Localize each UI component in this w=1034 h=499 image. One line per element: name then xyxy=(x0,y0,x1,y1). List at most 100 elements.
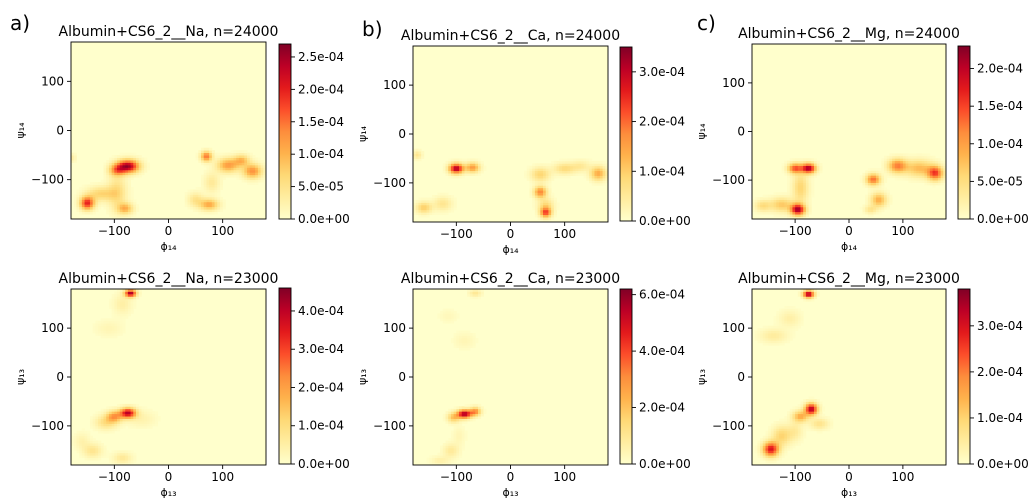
heatmap-cell xyxy=(445,207,449,211)
heatmap-cell xyxy=(602,182,606,186)
heatmap-cell xyxy=(881,201,885,205)
heatmap-cell xyxy=(867,197,871,200)
heatmap-cell xyxy=(209,191,213,195)
heatmap-cell xyxy=(211,155,215,158)
heatmap-cell xyxy=(881,192,885,196)
y-axis-label: ψ₁₄ xyxy=(695,123,708,140)
heatmap-cell xyxy=(800,194,804,198)
heatmap-cell xyxy=(778,430,783,434)
heatmap-cell xyxy=(219,204,224,208)
heatmap-cell xyxy=(805,418,809,422)
heatmap-cell xyxy=(916,155,920,159)
heatmap-cell xyxy=(236,164,240,168)
heatmap-cell xyxy=(778,340,783,344)
heatmap-cell xyxy=(760,209,764,213)
heatmap-cell xyxy=(453,457,457,461)
heatmap-cell xyxy=(469,411,473,415)
heatmap-cell xyxy=(456,428,460,432)
heatmap-cell xyxy=(445,165,449,169)
heatmap-cell xyxy=(524,170,528,174)
heatmap-cell xyxy=(873,177,877,181)
heatmap-cell xyxy=(195,189,199,193)
heatmap-cell xyxy=(597,173,601,176)
heatmap-cell xyxy=(106,177,110,181)
heatmap-cell xyxy=(103,196,107,200)
heatmap-cell xyxy=(900,177,904,181)
heatmap-cell xyxy=(773,209,777,213)
heatmap-cell xyxy=(79,199,83,203)
heatmap-cell xyxy=(789,337,793,341)
heatmap-cell xyxy=(95,447,99,451)
heatmap-cell xyxy=(537,178,541,181)
heatmap-cell xyxy=(540,192,544,196)
heatmap-cell xyxy=(117,191,121,195)
heatmap-cell xyxy=(418,158,422,162)
heatmap-cell xyxy=(797,411,801,415)
heatmap-cell xyxy=(924,175,928,179)
heatmap-cell xyxy=(415,200,419,203)
heatmap-cell xyxy=(564,163,568,167)
x-tick-label: 0 xyxy=(507,470,515,484)
colorbar xyxy=(278,43,292,220)
heatmap-cell xyxy=(238,167,243,171)
heatmap-cell xyxy=(567,165,571,169)
heatmap-cell xyxy=(567,160,571,164)
heatmap-cell xyxy=(480,168,484,172)
heatmap-cell xyxy=(929,165,933,169)
heatmap-cell xyxy=(467,293,471,297)
heatmap-cell xyxy=(106,169,110,173)
heatmap-cell xyxy=(81,447,85,451)
heatmap-cell xyxy=(238,164,243,168)
heatmap-cell xyxy=(762,335,766,339)
heatmap-cell xyxy=(776,455,780,459)
heatmap-cell xyxy=(211,191,215,195)
heatmap-cell xyxy=(445,168,449,172)
heatmap-cell xyxy=(138,174,142,178)
heatmap-cell xyxy=(797,320,801,324)
heatmap-cell xyxy=(884,199,888,203)
heatmap-cell xyxy=(136,418,140,422)
heatmap-cell xyxy=(762,325,766,329)
heatmap-cell xyxy=(760,335,764,339)
heatmap-cell xyxy=(442,192,446,196)
heatmap-cell xyxy=(244,172,248,176)
heatmap-cell xyxy=(445,447,449,451)
heatmap-cell xyxy=(583,165,587,169)
heatmap-cell xyxy=(760,438,764,441)
heatmap-cell xyxy=(932,182,936,186)
heatmap-cell xyxy=(797,214,801,217)
heatmap-cell xyxy=(106,201,110,205)
heatmap-cell xyxy=(908,160,912,164)
heatmap-cell xyxy=(111,174,115,178)
heatmap-cell xyxy=(800,182,804,186)
heatmap-cell xyxy=(792,438,796,441)
heatmap-cell xyxy=(214,174,218,178)
heatmap-cell xyxy=(808,163,812,166)
heatmap-cell xyxy=(900,158,904,162)
heatmap-cell xyxy=(910,175,915,179)
heatmap-cell xyxy=(98,333,102,336)
heatmap-cell xyxy=(92,421,96,424)
heatmap-cell xyxy=(803,194,807,198)
heatmap-cell xyxy=(900,172,904,176)
heatmap-cell xyxy=(111,452,115,456)
heatmap-cell xyxy=(461,433,465,437)
heatmap-cell xyxy=(762,445,766,449)
heatmap-cell xyxy=(900,160,904,164)
heatmap-cell xyxy=(260,172,264,176)
heatmap-cell xyxy=(475,163,479,167)
heatmap-cell xyxy=(776,204,780,208)
heatmap-cell xyxy=(79,430,83,434)
heatmap-cell xyxy=(421,212,425,216)
heatmap-cell xyxy=(865,177,869,181)
heatmap-cell xyxy=(127,155,131,158)
heatmap-cell xyxy=(875,184,880,188)
heatmap-cell xyxy=(811,160,815,164)
heatmap-cell xyxy=(119,411,123,415)
heatmap-cell xyxy=(125,411,129,415)
heatmap-cell xyxy=(534,212,538,216)
heatmap-cell xyxy=(211,172,215,176)
heatmap-cell xyxy=(892,167,896,171)
x-axis-label: ϕ₁₃ xyxy=(502,486,518,499)
heatmap-cell xyxy=(122,177,126,181)
